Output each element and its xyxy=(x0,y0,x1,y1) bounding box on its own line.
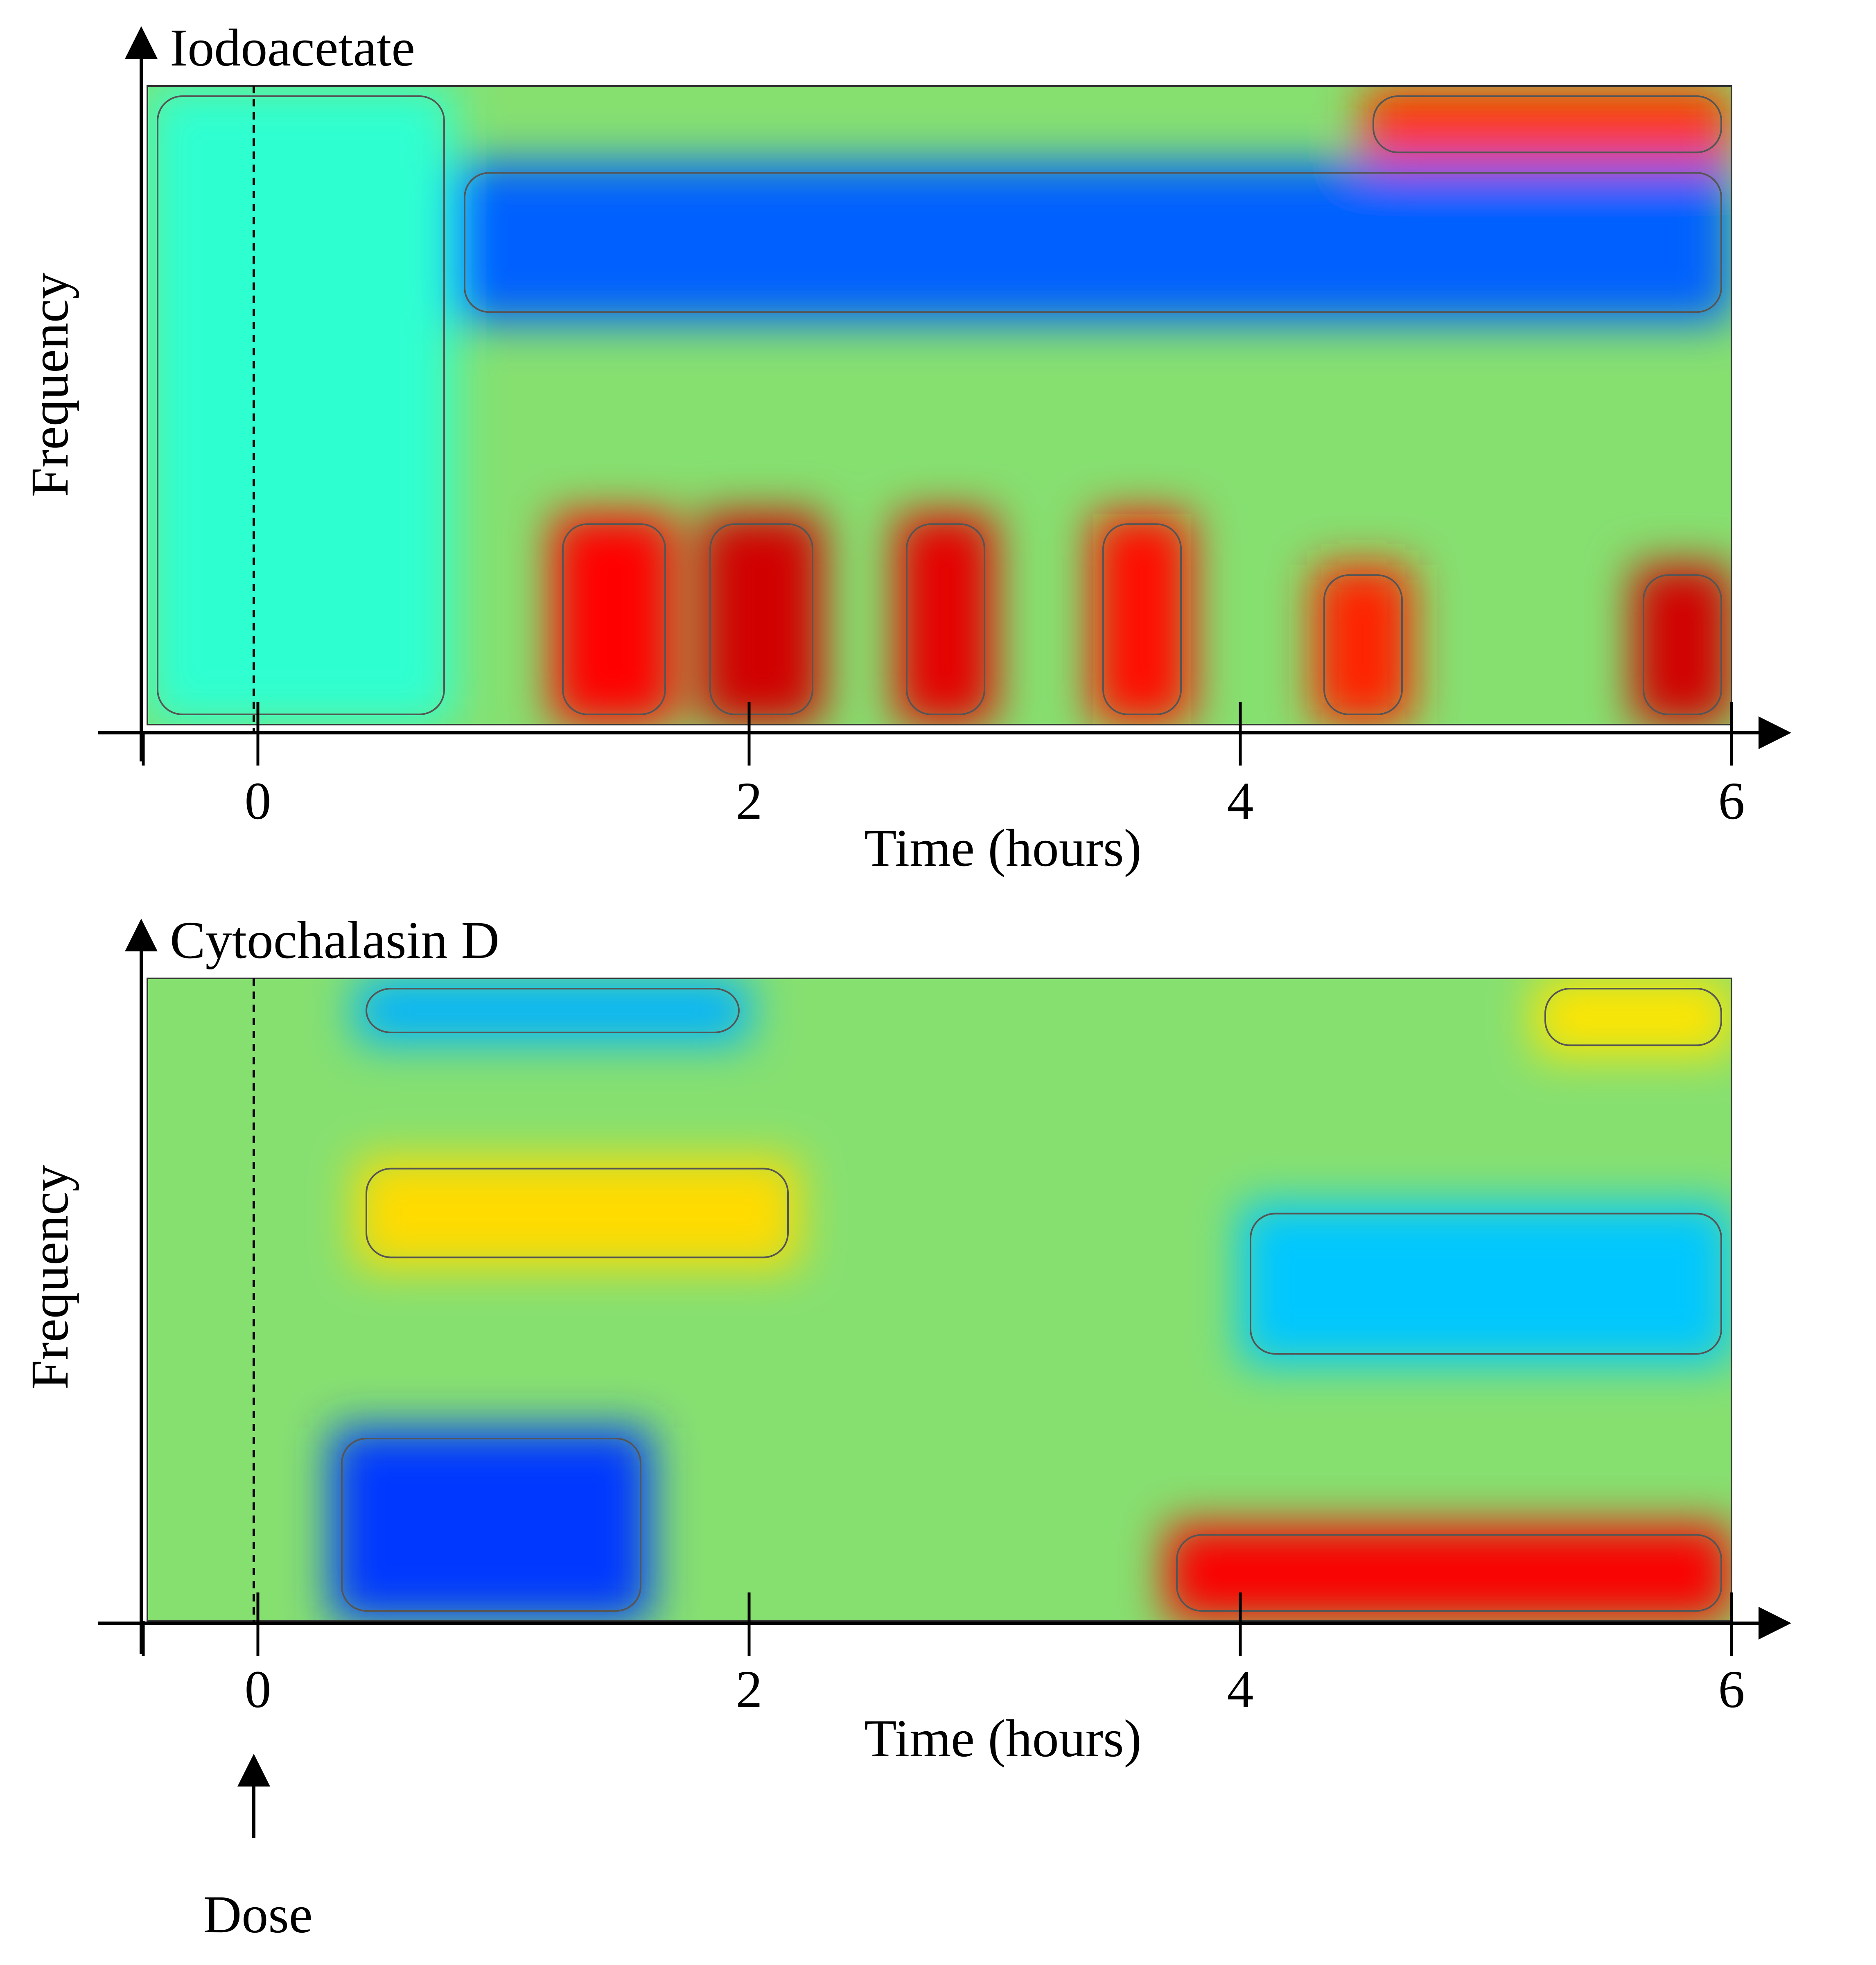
heatmap-cytochalasin-d xyxy=(147,978,1732,1621)
x-tick-label: 6 xyxy=(1718,772,1745,831)
contour-line xyxy=(709,523,813,715)
x-axis-title: Time (hours) xyxy=(864,819,1142,878)
heatmap-region xyxy=(1240,1203,1732,1364)
contour-line xyxy=(1102,523,1182,715)
contour-lines xyxy=(157,95,1722,715)
contour-line xyxy=(1250,1213,1722,1355)
x-axis-title: Time (hours) xyxy=(864,1709,1142,1768)
contour-line xyxy=(562,523,666,715)
x-tick-label: 0 xyxy=(245,1660,271,1719)
heatmap-region xyxy=(1633,565,1732,725)
x-tick-label: 4 xyxy=(1227,772,1254,831)
heatmap-iodoacetate xyxy=(147,86,1732,725)
contour-line xyxy=(366,1168,789,1258)
panel-title: Cytochalasin D xyxy=(170,911,499,970)
contour-line xyxy=(1323,574,1403,715)
heatmap-regions xyxy=(147,86,1732,725)
contour-line xyxy=(1176,1534,1722,1612)
heatmap-region xyxy=(896,514,995,725)
panel-title: Iodoacetate xyxy=(170,18,415,77)
x-tick-label: 2 xyxy=(736,772,763,831)
plot-frame xyxy=(147,978,1732,1622)
contour-lines xyxy=(341,988,1722,1612)
panel-cytochalasin-d: 0 2 4 6 Cytochalasin D Time (hours) Frequen… xyxy=(20,911,1791,1944)
heatmap-region xyxy=(454,163,1732,323)
contour-line xyxy=(341,1438,641,1612)
heatmap-region xyxy=(1093,514,1191,725)
x-tick-label: 6 xyxy=(1718,1660,1745,1719)
heatmap-region xyxy=(700,514,823,725)
heatmap-region xyxy=(1363,86,1732,163)
heatmap-region xyxy=(553,514,675,725)
heatmap-region xyxy=(1535,978,1732,1056)
heatmap-region xyxy=(356,1158,798,1268)
heatmap-region xyxy=(1167,1525,1732,1621)
heatmap-region xyxy=(147,86,454,725)
heatmap-regions xyxy=(332,978,1732,1621)
contour-line xyxy=(464,172,1722,313)
x-tick-label: 0 xyxy=(245,772,271,831)
contour-line xyxy=(366,988,740,1033)
x-ticks: 0 2 4 6 xyxy=(142,702,1745,831)
panel-iodoacetate: 0 2 4 6 Iodoacetate Time (hours) Frequency xyxy=(20,18,1791,878)
y-axis-title: Frequency xyxy=(20,1165,79,1390)
dose-label: Dose xyxy=(203,1885,312,1944)
y-axis-title: Frequency xyxy=(20,273,79,497)
contour-line xyxy=(906,523,985,715)
contour-line xyxy=(1373,95,1722,154)
x-tick-label: 2 xyxy=(736,1660,763,1719)
x-tick-label: 4 xyxy=(1227,1660,1254,1719)
x-ticks: 0 2 4 6 xyxy=(142,1592,1745,1719)
heatmap-region xyxy=(332,1428,651,1621)
plot-frame xyxy=(147,85,1732,725)
contour-line xyxy=(1544,988,1722,1046)
contour-line xyxy=(1643,574,1722,715)
contour-line xyxy=(157,95,445,715)
heatmap-region xyxy=(1314,565,1412,725)
